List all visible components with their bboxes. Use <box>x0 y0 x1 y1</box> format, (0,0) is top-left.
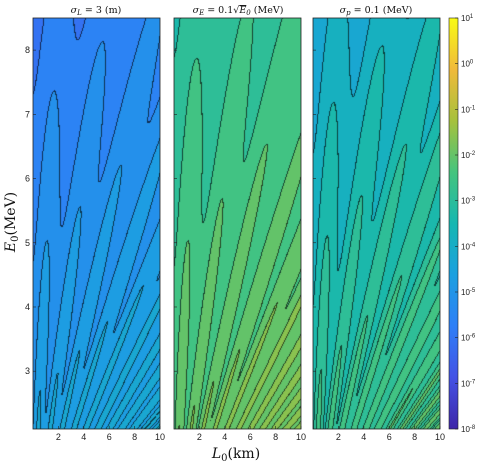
panel-sigma-e: σE = 0.1√E0 (MeV) <box>173 5 302 430</box>
panel-title: σp = 0.1 (MeV) <box>340 5 413 17</box>
panel-title: σL = 3 (m) <box>71 5 122 17</box>
plot-frame <box>312 17 441 430</box>
x-axis-label: L0(km) <box>211 446 260 462</box>
x-tick-label: 8 <box>412 432 417 442</box>
colorbar-tick-label: 100 <box>461 60 474 69</box>
x-tick-label: 6 <box>248 432 253 442</box>
x-tick-label: 10 <box>435 432 445 442</box>
panel-title: σE = 0.1√E0 (MeV) <box>193 5 284 17</box>
colorbar-tick-label: 10-2 <box>461 151 476 160</box>
x-tick-label: 4 <box>361 432 366 442</box>
x-tick-label: 2 <box>56 432 61 442</box>
x-tick-label: 8 <box>273 432 278 442</box>
x-tick-label: 2 <box>197 432 202 442</box>
colorbar-tick-label: 10-4 <box>461 242 476 251</box>
contour-plot <box>313 18 440 429</box>
plot-frame <box>173 17 302 430</box>
y-axis-label: E0(MeV) <box>3 192 21 253</box>
x-tick-label: 10 <box>296 432 306 442</box>
axis-ticks: 2 4 6 8 10 3 4 5 6 7 8 2 4 6 8 10 2 4 6 8 10 <box>25 45 445 442</box>
x-tick-label: 4 <box>81 432 86 442</box>
x-tick-label: 10 <box>155 432 165 442</box>
y-tick-label: 3 <box>25 366 30 376</box>
colorbar-tick-label: 10-7 <box>461 379 476 388</box>
x-tick-label: 6 <box>387 432 392 442</box>
y-tick-label: 5 <box>25 238 30 248</box>
colorbar: 101 100 10-1 10-2 10-3 10-4 10-5 10-6 10-7 10-8 <box>448 14 476 434</box>
colorbar-tick-label: 10-8 <box>461 425 476 434</box>
plot-frame <box>32 17 161 430</box>
colorbar-tick-label: 10-5 <box>461 288 476 297</box>
y-tick-label: 4 <box>25 302 30 312</box>
panel-sigma-l: σL = 3 (m) <box>32 5 161 430</box>
y-tick-label: 6 <box>25 174 30 184</box>
contour-plot <box>33 18 160 429</box>
x-tick-label: 2 <box>336 432 341 442</box>
y-tick-label: 7 <box>25 109 30 119</box>
x-tick-label: 8 <box>132 432 137 442</box>
x-tick-label: 4 <box>222 432 227 442</box>
colorbar-tick-label: 101 <box>461 14 474 23</box>
colorbar-scale <box>448 17 459 430</box>
y-tick-label: 8 <box>25 45 30 55</box>
x-tick-label: 6 <box>107 432 112 442</box>
colorbar-tick-label: 10-6 <box>461 334 476 343</box>
panel-sigma-p: σp = 0.1 (MeV) <box>312 5 441 430</box>
colorbar-tick-label: 10-3 <box>461 197 476 206</box>
contour-plot <box>174 18 301 429</box>
colorbar-tick-label: 10-1 <box>461 105 476 114</box>
